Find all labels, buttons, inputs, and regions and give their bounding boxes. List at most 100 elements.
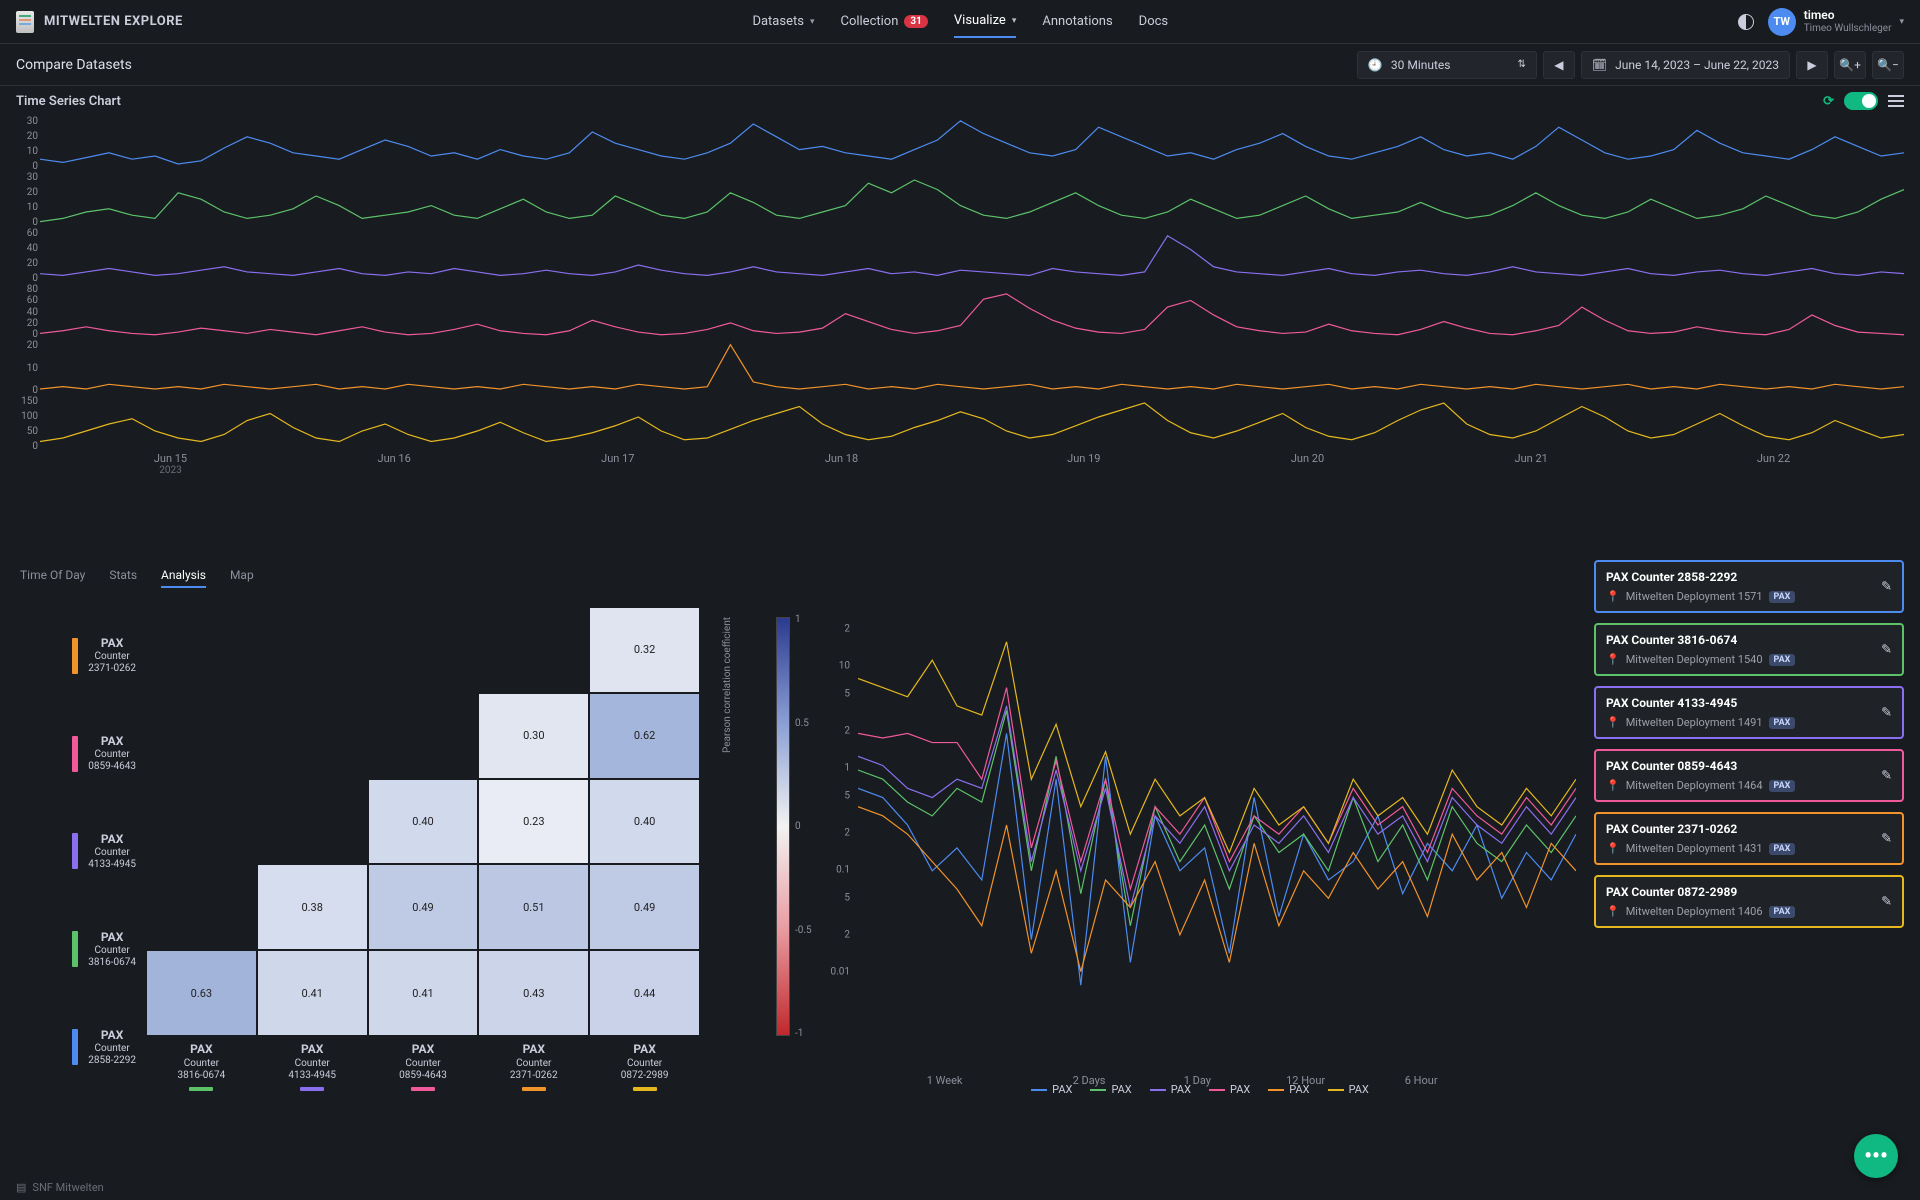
brand[interactable]: MITWELTEN EXPLORE: [16, 11, 183, 33]
calendar-icon: 🗓: [1592, 58, 1607, 72]
dataset-tag: PAX: [1769, 717, 1796, 729]
topnav: MITWELTEN EXPLORE Datasets ▾ Collection …: [0, 0, 1920, 44]
edit-icon[interactable]: ✎: [1881, 579, 1892, 594]
page-title: Compare Datasets: [16, 57, 132, 73]
nav-docs[interactable]: Docs: [1139, 5, 1168, 38]
ytick: 0: [12, 161, 38, 172]
fft-legend-item: PAX: [1209, 1083, 1250, 1096]
avatar: TW: [1768, 8, 1796, 36]
nav-right: TW timeo Timeo Wullschleger ▾: [1738, 8, 1904, 36]
fft-ytick: 2: [844, 624, 850, 635]
ytick: 0: [12, 441, 38, 452]
heatmap-row: 0.380.490.510.49: [146, 864, 700, 950]
fft-legend-item: PAX: [1090, 1083, 1131, 1096]
tab-time-of-day[interactable]: Time Of Day: [20, 564, 85, 588]
heatmap: PAXCounter2371-0262 PAXCounter0859-4643 …: [16, 597, 806, 1096]
dataset-card[interactable]: PAX Counter 3816-0674 📍 Mitwelten Deploy…: [1594, 623, 1904, 676]
tab-stats[interactable]: Stats: [109, 564, 137, 588]
subbar: Compare Datasets 🕘 30 Minutes ⇅ ◀ 🗓 June…: [0, 44, 1920, 86]
heatmap-ylabel: PAXCounter4133-4945: [16, 803, 146, 901]
zoom-out-button[interactable]: 🔍−: [1872, 51, 1904, 79]
colorbar-label: Pearson correlation coefficient: [722, 617, 733, 753]
heatmap-cell: [147, 694, 256, 778]
heatmap-cell: 0.40: [369, 780, 478, 864]
heatmap-cell: 0.23: [479, 780, 588, 864]
nav-docs-label: Docs: [1139, 14, 1168, 29]
theme-toggle-icon[interactable]: [1738, 14, 1754, 30]
dataset-card[interactable]: PAX Counter 2371-0262 📍 Mitwelten Deploy…: [1594, 812, 1904, 865]
next-button[interactable]: ▶: [1796, 51, 1828, 79]
heatmap-cell: [258, 780, 367, 864]
user-name: timeo: [1804, 8, 1892, 22]
dataset-subtitle: 📍 Mitwelten Deployment 1491 PAX: [1606, 716, 1892, 729]
ytick: 20: [12, 340, 38, 351]
edit-icon[interactable]: ✎: [1881, 894, 1892, 909]
brand-icon: [16, 11, 34, 33]
colorbar-tick: 0: [795, 821, 821, 832]
edit-icon[interactable]: ✎: [1881, 831, 1892, 846]
fft-legend-item: PAX: [1031, 1083, 1072, 1096]
ytick: 0: [12, 273, 38, 284]
xtick: Jun 22: [1757, 452, 1790, 465]
heatmap-cell: 0.30: [479, 694, 588, 778]
dataset-subtitle: 📍 Mitwelten Deployment 1431 PAX: [1606, 842, 1892, 855]
dataset-title: PAX Counter 0872-2989: [1606, 885, 1892, 899]
dataset-card[interactable]: PAX Counter 0872-2989 📍 Mitwelten Deploy…: [1594, 875, 1904, 928]
tab-analysis[interactable]: Analysis: [161, 564, 206, 588]
heatmap-xlabel: PAXCounter3816-0674: [146, 1036, 257, 1096]
dataset-title: PAX Counter 0859-4643: [1606, 759, 1892, 773]
timeseries-row: 150100500: [40, 396, 1904, 452]
pin-icon: 📍: [1606, 653, 1620, 666]
zoom-in-button[interactable]: 🔍+: [1834, 51, 1866, 79]
daterange-value: June 14, 2023 – June 22, 2023: [1615, 58, 1779, 72]
dataset-subtitle: 📍 Mitwelten Deployment 1540 PAX: [1606, 653, 1892, 666]
dataset-card[interactable]: PAX Counter 0859-4643 📍 Mitwelten Deploy…: [1594, 749, 1904, 802]
dataset-card[interactable]: PAX Counter 2858-2292 📍 Mitwelten Deploy…: [1594, 560, 1904, 613]
user-menu[interactable]: TW timeo Timeo Wullschleger ▾: [1768, 8, 1904, 36]
heatmap-cell: 0.49: [590, 865, 699, 949]
nav-datasets[interactable]: Datasets ▾: [752, 5, 814, 38]
colorbar-tick: -1: [795, 1028, 821, 1039]
daterange-picker[interactable]: 🗓 June 14, 2023 – June 22, 2023: [1581, 51, 1790, 79]
fab-button[interactable]: •••: [1854, 1134, 1898, 1178]
ytick: 20: [12, 187, 38, 198]
ytick: 10: [12, 363, 38, 374]
edit-icon[interactable]: ✎: [1881, 768, 1892, 783]
edit-icon[interactable]: ✎: [1881, 642, 1892, 657]
ytick: 40: [12, 243, 38, 254]
nav-annotations[interactable]: Annotations: [1042, 5, 1112, 38]
user-meta: timeo Timeo Wullschleger: [1804, 8, 1892, 34]
sync-toggle[interactable]: [1844, 92, 1878, 110]
tabs: Time Of Day Stats Analysis Map: [16, 556, 806, 597]
fft-ytick: 5: [844, 791, 850, 802]
heatmap-xlabel: PAXCounter0872-2989: [589, 1036, 700, 1096]
heatmap-cell: [147, 865, 256, 949]
footer-icon: ▤: [16, 1181, 26, 1194]
heatmap-cell: [479, 608, 588, 692]
tab-map[interactable]: Map: [230, 564, 254, 588]
nav-collection[interactable]: Collection 31: [840, 5, 927, 38]
section-title: Time Series Chart: [16, 94, 121, 109]
pin-icon: 📍: [1606, 716, 1620, 729]
dataset-card[interactable]: PAX Counter 4133-4945 📍 Mitwelten Deploy…: [1594, 686, 1904, 739]
nav-datasets-label: Datasets: [752, 14, 804, 29]
chevron-down-icon: ▾: [1012, 16, 1017, 26]
nav-visualize[interactable]: Visualize ▾: [954, 5, 1016, 38]
interval-value: 30 Minutes: [1391, 58, 1451, 72]
panel-menu-icon[interactable]: [1888, 95, 1904, 107]
edit-icon[interactable]: ✎: [1881, 705, 1892, 720]
footer: ▤ SNF Mitwelten: [0, 1174, 1920, 1200]
prev-button[interactable]: ◀: [1543, 51, 1575, 79]
xtick: Jun 16: [378, 452, 411, 465]
chevron-down-icon: ▾: [1899, 17, 1904, 27]
dataset-tag: PAX: [1769, 780, 1796, 792]
colorbar-tick: 0.5: [795, 718, 821, 729]
dataset-title: PAX Counter 3816-0674: [1606, 633, 1892, 647]
heatmap-xlabel: PAXCounter4133-4945: [257, 1036, 368, 1096]
xtick: Jun 21: [1515, 452, 1548, 465]
heatmap-cell: 0.38: [258, 865, 367, 949]
fft-ytick: 5: [844, 689, 850, 700]
xtick: Jun 17: [601, 452, 634, 465]
interval-picker[interactable]: 🕘 30 Minutes ⇅: [1357, 51, 1537, 79]
heatmap-cell: [147, 608, 256, 692]
